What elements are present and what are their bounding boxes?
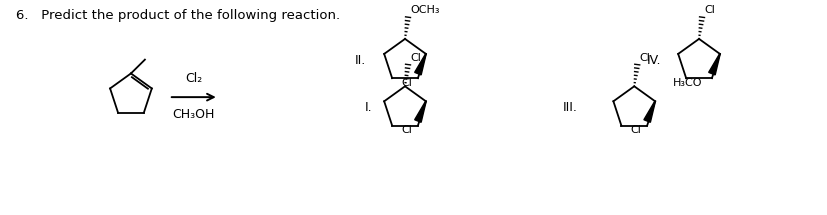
Text: CH₃OH: CH₃OH bbox=[172, 108, 215, 121]
Polygon shape bbox=[643, 101, 655, 122]
Text: I.: I. bbox=[365, 101, 372, 115]
Text: III.: III. bbox=[562, 101, 576, 115]
Text: Cl₂: Cl₂ bbox=[185, 72, 202, 85]
Text: II.: II. bbox=[355, 54, 366, 67]
Polygon shape bbox=[708, 54, 719, 75]
Text: Cl: Cl bbox=[638, 53, 649, 63]
Text: Cl: Cl bbox=[400, 125, 412, 135]
Polygon shape bbox=[414, 54, 426, 75]
Text: IV.: IV. bbox=[647, 54, 661, 67]
Polygon shape bbox=[414, 101, 426, 122]
Text: Cl: Cl bbox=[400, 78, 412, 88]
Text: 6.   Predict the product of the following reaction.: 6. Predict the product of the following … bbox=[17, 9, 340, 22]
Text: Cl: Cl bbox=[629, 125, 640, 135]
Text: OCH₃: OCH₃ bbox=[409, 5, 439, 15]
Text: Cl: Cl bbox=[409, 53, 420, 63]
Text: H₃CO: H₃CO bbox=[672, 78, 701, 88]
Text: Cl: Cl bbox=[703, 5, 714, 15]
